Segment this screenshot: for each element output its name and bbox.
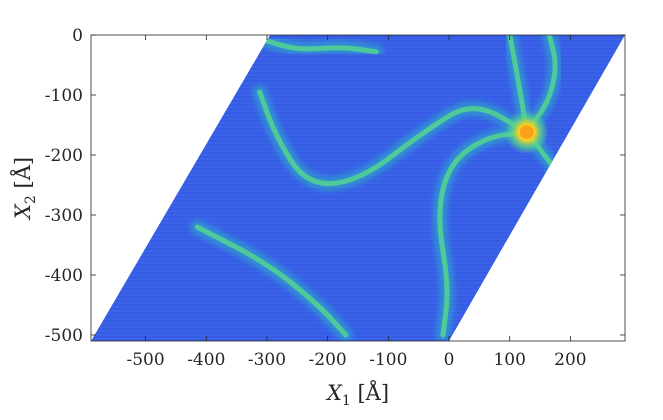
y-tick-label: -500 bbox=[45, 326, 83, 346]
plot-area bbox=[91, 35, 625, 341]
x-tick-label: 100 bbox=[493, 350, 525, 370]
y-tick-label: 0 bbox=[72, 26, 83, 46]
ridge-0 bbox=[257, 89, 530, 187]
x-tick-label: 0 bbox=[444, 350, 455, 370]
y-axis-label: X2 [Å] bbox=[10, 157, 39, 221]
x-tick-label: -200 bbox=[309, 350, 347, 370]
heatmap-texture bbox=[91, 35, 625, 341]
x-tick-label: 200 bbox=[554, 350, 586, 370]
x-tick-label: -100 bbox=[369, 350, 407, 370]
peak-marker bbox=[519, 125, 534, 140]
y-tick-label: -200 bbox=[45, 146, 83, 166]
ridge-2 bbox=[194, 224, 349, 338]
x-tick-label: -500 bbox=[127, 350, 165, 370]
ridge-1 bbox=[264, 38, 379, 55]
axes-frame bbox=[90, 34, 626, 342]
y-tick-label: -300 bbox=[45, 206, 83, 226]
heatmap-field bbox=[91, 35, 625, 341]
x-axis-label: X1 [Å] bbox=[325, 380, 389, 409]
y-tick-label: -400 bbox=[45, 266, 83, 286]
axis-labels: X1 [Å] X2 [Å] bbox=[10, 157, 389, 409]
ridge-5 bbox=[507, 35, 530, 135]
ridge-4 bbox=[524, 35, 558, 135]
y-tick-label: -100 bbox=[45, 86, 83, 106]
ridge-3 bbox=[437, 129, 530, 338]
axes: -500 -400 -300 -200 -100 0 100 200 0 -100 -200 -300… bbox=[45, 26, 626, 370]
x-tick-label: -400 bbox=[187, 350, 225, 370]
x-tick-label: -300 bbox=[248, 350, 286, 370]
